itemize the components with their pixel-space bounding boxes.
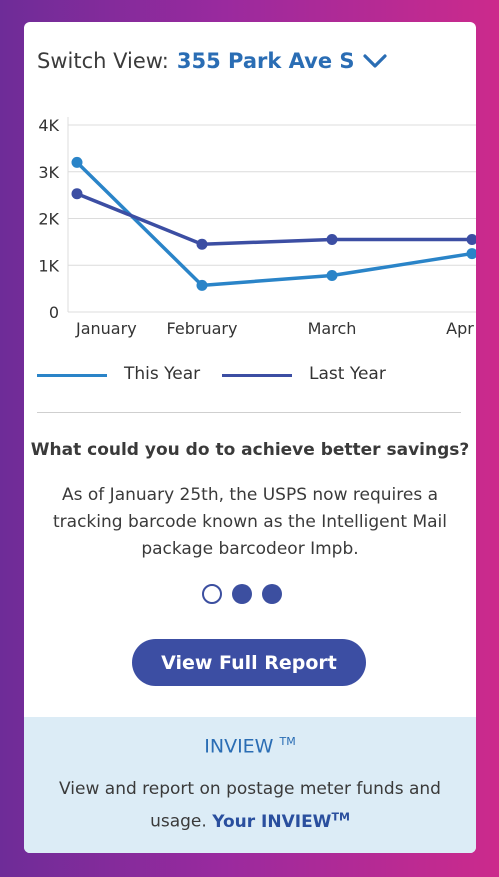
data-point[interactable] [71, 156, 83, 168]
data-point[interactable] [196, 279, 208, 291]
view-full-report-button[interactable]: View Full Report [132, 639, 366, 686]
y-tick-label: 3K [38, 163, 59, 182]
data-point[interactable] [466, 248, 477, 260]
inview-description-text: View and report on postage meter funds a… [59, 779, 441, 832]
chevron-down-icon[interactable] [362, 53, 387, 69]
legend-label-last-year: Last Year [309, 364, 386, 384]
pagination-dot-3[interactable] [262, 584, 282, 604]
data-point[interactable] [196, 238, 208, 250]
data-point[interactable] [71, 188, 83, 200]
x-tick-label: March [308, 319, 357, 338]
inview-title-tm: TM [279, 735, 296, 748]
inview-link-text[interactable]: Your INVIEW [212, 811, 332, 832]
legend-label-this-year: This Year [124, 364, 201, 384]
y-tick-label: 1K [38, 256, 59, 275]
inview-title: INVIEW TM [24, 735, 476, 757]
data-point[interactable] [326, 234, 338, 246]
divider [37, 412, 461, 413]
location-selector[interactable]: 355 Park Ave S [176, 49, 355, 73]
chart-legend: This Year Last Year [37, 362, 467, 388]
summary-card: Switch View: 355 Park Ave S 0 1K 2K 3K 4K Ja… [24, 22, 476, 853]
inview-link[interactable]: Your INVIEWTM [212, 810, 350, 832]
switch-view-control[interactable]: Switch View: 355 Park Ave S [37, 49, 387, 73]
x-tick-label: February [167, 319, 238, 338]
series-line-this-year [75, 161, 473, 288]
y-tick-label: 4K [38, 116, 59, 135]
data-point[interactable] [466, 234, 477, 246]
carousel-pagination [202, 584, 282, 604]
tip-title: What could you do to achieve better savi… [30, 440, 470, 460]
data-point[interactable] [326, 270, 338, 282]
x-tick-label: January [75, 319, 137, 338]
inview-link-tm[interactable]: TM [331, 810, 350, 823]
series-line-last-year [76, 192, 472, 246]
usage-line-chart: 0 1K 2K 3K 4K January February March Apr [38, 116, 477, 338]
pagination-dot-2[interactable] [232, 584, 252, 604]
inview-title-text: INVIEW [204, 735, 274, 758]
x-tick-label: Apr [446, 319, 474, 338]
switch-view-label: Switch View: [37, 49, 169, 73]
y-tick-label: 2K [38, 210, 59, 229]
legend-swatch-this-year [37, 374, 107, 377]
y-tick-label: 0 [49, 303, 59, 322]
legend-swatch-last-year [222, 374, 292, 377]
inview-panel: INVIEW TM View and report on postage met… [24, 717, 476, 853]
pagination-dot-1[interactable] [202, 584, 222, 604]
inview-description: View and report on postage meter funds a… [44, 775, 456, 836]
tip-body: As of January 25th, the USPS now require… [53, 485, 447, 559]
